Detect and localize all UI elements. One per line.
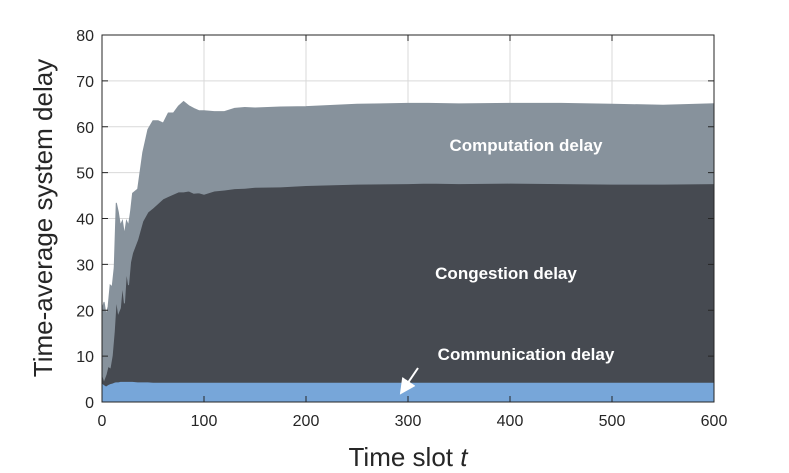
y-tick-label-1: 10 [76, 349, 94, 366]
area-congestion-delay [101, 182, 715, 387]
communication-delay-arrow [399, 367, 419, 395]
y-tick-label-4: 40 [76, 212, 94, 229]
x-tick-label-4: 400 [497, 413, 524, 430]
y-tick-label-0: 0 [85, 395, 94, 412]
y-axis-title: Time-average system delay [28, 59, 58, 377]
x-tick-label-3: 300 [395, 413, 422, 430]
computation-delay-label: Computation delay [449, 136, 603, 155]
y-tick-label-8: 80 [76, 28, 94, 45]
x-axis-title: Time slot t [349, 442, 470, 472]
x-tick-label-0: 0 [98, 413, 107, 430]
y-tick-label-2: 20 [76, 303, 94, 320]
congestion-delay-label: Congestion delay [435, 264, 577, 283]
x-axis-title-main: Time slot [349, 442, 461, 472]
y-tick-label-6: 60 [76, 120, 94, 137]
x-tick-label-2: 200 [293, 413, 320, 430]
y-tick-label-5: 50 [76, 166, 94, 183]
y-tick-label-3: 30 [76, 257, 94, 274]
y-tick-label-7: 70 [76, 74, 94, 91]
x-tick-label-5: 500 [599, 413, 626, 430]
communication-delay-label: Communication delay [438, 345, 615, 364]
x-axis-title-variable: t [460, 442, 469, 472]
x-axis-ticks: 0 100 200 300 400 500 600 [98, 35, 728, 430]
area-layer [101, 100, 715, 403]
x-tick-label-6: 600 [701, 413, 728, 430]
x-tick-label-1: 100 [191, 413, 218, 430]
y-axis-ticks: 0 10 20 30 40 50 60 70 80 [76, 28, 714, 412]
